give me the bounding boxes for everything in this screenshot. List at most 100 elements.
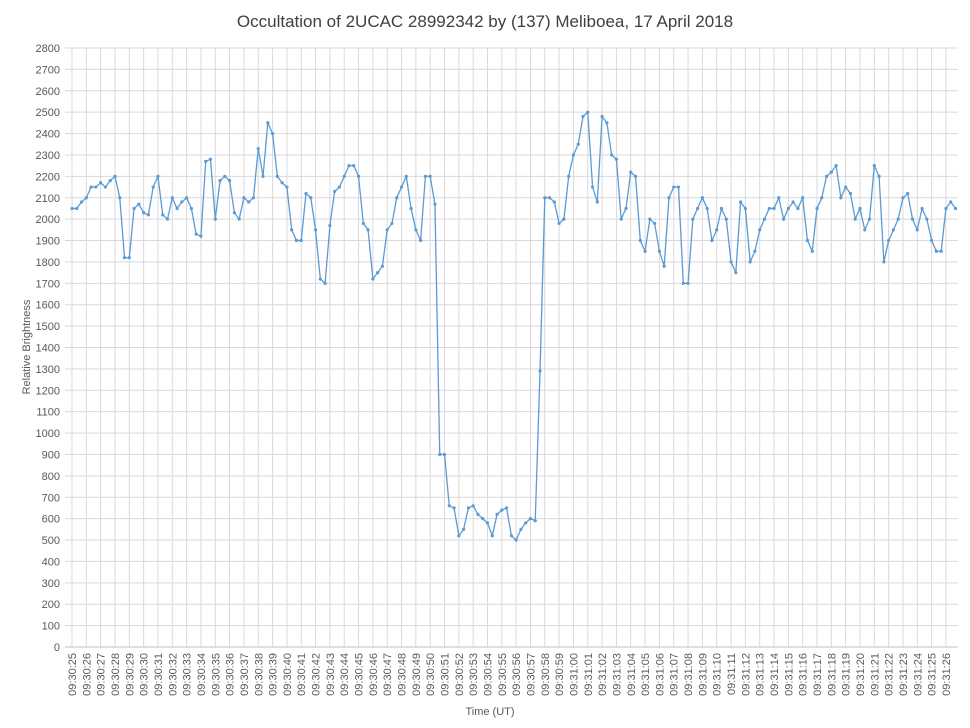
data-point bbox=[165, 217, 170, 221]
y-tick-label: 1400 bbox=[36, 343, 60, 355]
x-tick-label: 09:30:59 bbox=[554, 653, 566, 696]
data-point bbox=[337, 185, 342, 189]
data-point bbox=[294, 238, 299, 243]
data-point bbox=[786, 206, 790, 211]
data-point bbox=[481, 517, 485, 521]
data-point bbox=[538, 369, 542, 373]
data-point bbox=[356, 174, 361, 178]
data-point bbox=[734, 271, 738, 275]
y-tick-label: 2500 bbox=[36, 107, 60, 119]
y-tick-label: 1900 bbox=[36, 236, 60, 248]
data-point bbox=[237, 217, 241, 221]
y-tick-label: 2800 bbox=[36, 43, 60, 55]
x-tick-label: 09:30:27 bbox=[96, 653, 108, 696]
data-point bbox=[251, 196, 256, 200]
y-tick-label: 100 bbox=[42, 621, 60, 633]
data-point bbox=[447, 504, 451, 508]
x-tick-label: 09:30:47 bbox=[382, 653, 394, 696]
data-point bbox=[633, 174, 638, 178]
data-point bbox=[380, 264, 385, 268]
data-point bbox=[925, 217, 929, 221]
data-point bbox=[600, 114, 604, 119]
data-point bbox=[504, 506, 509, 510]
y-tick-label: 2000 bbox=[36, 214, 60, 226]
x-tick-label: 09:31:07 bbox=[669, 653, 681, 696]
y-tick-label: 1600 bbox=[36, 300, 60, 312]
data-point bbox=[891, 228, 896, 232]
x-tick-label: 09:31:13 bbox=[755, 653, 767, 696]
data-point bbox=[820, 196, 824, 200]
data-point bbox=[275, 174, 279, 178]
x-tick-label: 09:31:00 bbox=[568, 653, 580, 696]
x-tick-label: 09:30:53 bbox=[468, 653, 480, 696]
x-tick-label: 09:30:48 bbox=[397, 653, 409, 696]
data-point bbox=[485, 521, 490, 525]
data-point bbox=[667, 196, 671, 200]
chart-title: Occultation of 2UCAC 28992342 by (137) M… bbox=[237, 12, 733, 31]
data-point bbox=[590, 185, 595, 189]
data-point bbox=[471, 504, 475, 508]
data-point bbox=[156, 174, 160, 178]
y-tick-label: 1000 bbox=[36, 428, 60, 440]
data-point bbox=[882, 260, 886, 264]
data-point bbox=[194, 232, 198, 236]
data-point bbox=[772, 206, 776, 211]
data-point bbox=[724, 217, 728, 221]
data-point bbox=[557, 221, 561, 226]
data-point bbox=[199, 234, 203, 238]
data-point bbox=[442, 452, 447, 457]
y-tick-label: 300 bbox=[42, 578, 60, 590]
data-point bbox=[743, 206, 747, 211]
data-point bbox=[777, 196, 781, 200]
x-tick-label: 09:31:21 bbox=[869, 653, 881, 696]
x-tick-label: 09:30:41 bbox=[296, 653, 308, 696]
y-tick-label: 400 bbox=[42, 556, 60, 568]
x-tick-label: 09:30:34 bbox=[196, 653, 208, 696]
data-point bbox=[805, 238, 810, 243]
data-point bbox=[571, 153, 576, 157]
y-tick-label: 1200 bbox=[36, 385, 60, 397]
data-point bbox=[299, 238, 303, 243]
data-point bbox=[705, 206, 709, 211]
data-point bbox=[118, 196, 122, 200]
x-tick-label: 09:31:22 bbox=[884, 653, 896, 696]
data-point bbox=[108, 179, 112, 183]
data-point bbox=[901, 196, 905, 200]
data-point bbox=[863, 228, 867, 232]
x-tick-label: 09:31:12 bbox=[740, 653, 752, 696]
x-tick-label: 09:30:42 bbox=[311, 653, 323, 696]
data-point bbox=[700, 196, 704, 200]
data-point bbox=[466, 506, 470, 510]
data-point bbox=[151, 185, 155, 189]
data-point bbox=[867, 217, 872, 221]
data-point bbox=[132, 206, 136, 211]
data-point bbox=[829, 170, 833, 174]
x-tick-label: 09:31:04 bbox=[626, 653, 638, 696]
x-tick-label: 09:30:36 bbox=[225, 653, 237, 696]
x-tick-label: 09:30:50 bbox=[425, 653, 437, 696]
data-point bbox=[137, 202, 141, 206]
data-point bbox=[672, 185, 676, 189]
data-point bbox=[419, 238, 423, 243]
x-tick-label: 09:30:43 bbox=[325, 653, 337, 696]
data-point bbox=[657, 249, 662, 253]
data-point bbox=[524, 521, 528, 525]
data-point bbox=[390, 221, 394, 226]
x-tick-label: 09:31:01 bbox=[583, 653, 595, 696]
y-tick-label: 900 bbox=[42, 449, 60, 461]
data-point bbox=[614, 157, 619, 161]
x-tick-label: 09:31:24 bbox=[912, 653, 924, 696]
data-point bbox=[696, 206, 700, 211]
data-point bbox=[457, 534, 461, 538]
data-point bbox=[99, 181, 103, 185]
data-point bbox=[333, 189, 337, 193]
data-point bbox=[318, 277, 322, 281]
data-point bbox=[872, 164, 876, 168]
data-point bbox=[266, 121, 270, 125]
y-tick-label: 1800 bbox=[36, 257, 60, 269]
x-tick-label: 09:30:58 bbox=[540, 653, 552, 696]
x-tick-label: 09:30:52 bbox=[454, 653, 466, 696]
data-point bbox=[748, 260, 752, 264]
data-point bbox=[896, 217, 900, 221]
